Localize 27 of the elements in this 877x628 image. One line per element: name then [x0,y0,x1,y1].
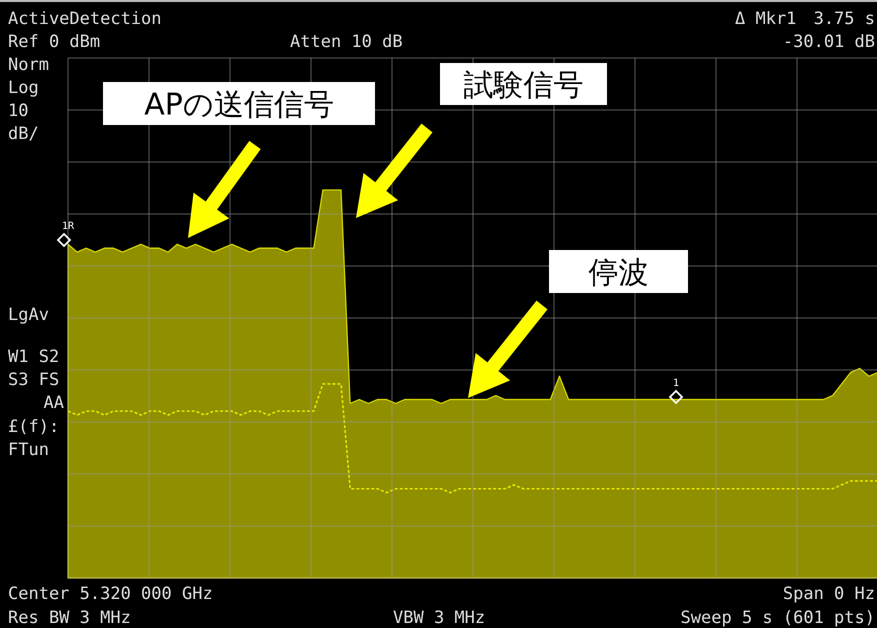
callout: 試験信号 [440,63,607,105]
text: AA [44,393,64,413]
text: Span 0 Hz [782,584,875,604]
text: Log [8,78,39,98]
callout: 停波 [549,250,688,293]
text: Center 5.320 000 GHz [8,584,213,604]
text: ActiveDetection [8,9,162,29]
text: W1 S2 [8,347,60,367]
text: 3.75 s [814,9,875,29]
text: FTun [8,440,49,460]
text: Δ Mkr1 [735,9,796,29]
text: VBW 3 MHz [393,608,486,628]
text: £(f): [8,417,60,437]
text: 10 [8,101,28,121]
text: Sweep 5 s (601 pts) [680,608,875,628]
text: S3 FS [8,370,60,390]
annotation: 1R [62,221,75,232]
text: Ref 0 dBm [8,32,100,52]
annotation: 1 [672,378,680,389]
text: LgAv [8,305,49,325]
text: Atten 10 dB [290,32,403,52]
text: -30.01 dB [782,32,875,52]
callout: APの送信信号 [103,82,375,125]
text: Norm [8,55,49,75]
text: Res BW 3 MHz [8,608,131,628]
text: dB/ [8,124,39,144]
annotation: 停波 [588,256,648,290]
